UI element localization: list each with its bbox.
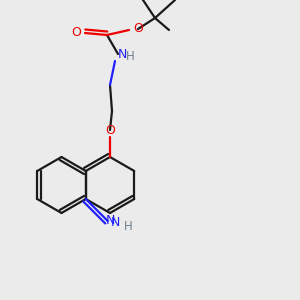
Text: O: O [133,22,143,35]
Text: N: N [111,215,120,229]
Text: O: O [105,124,115,136]
Text: H: H [126,50,134,64]
Text: H: H [123,220,132,232]
Text: N: N [118,47,128,61]
Text: O: O [71,26,81,40]
Text: N: N [105,214,115,226]
